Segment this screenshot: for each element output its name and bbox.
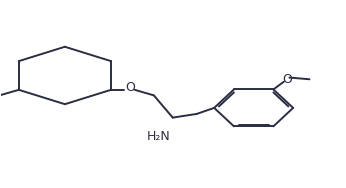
Text: H₂N: H₂N — [147, 130, 171, 143]
Text: O: O — [125, 81, 135, 95]
Text: O: O — [282, 73, 292, 86]
